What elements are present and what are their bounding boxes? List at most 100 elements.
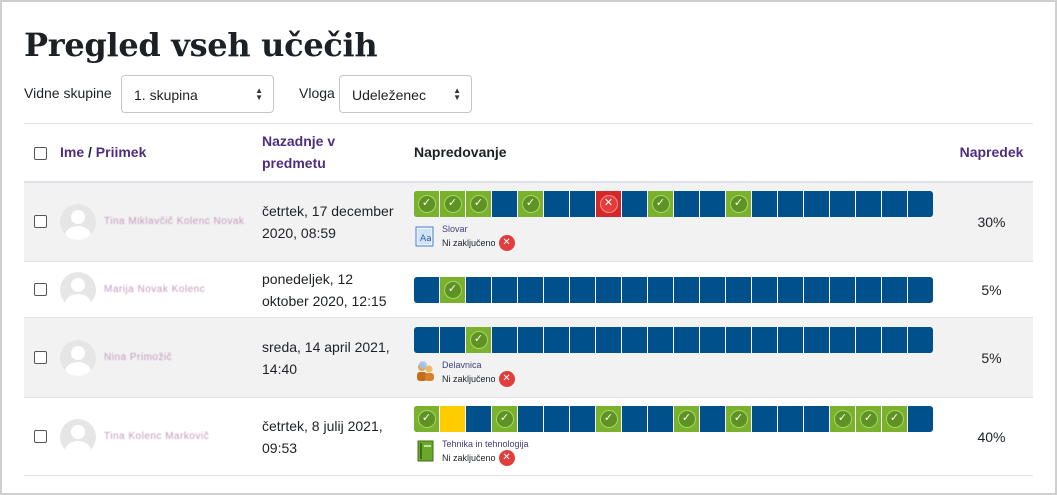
- activity-cell-not-completed[interactable]: [804, 326, 830, 353]
- activity-cell-not-completed[interactable]: [414, 326, 440, 353]
- activity-cell-completed[interactable]: ✓: [596, 405, 622, 432]
- activity-cell-not-completed[interactable]: [908, 327, 933, 353]
- activity-cell-completed[interactable]: ✓: [414, 190, 440, 217]
- activity-cell-not-completed[interactable]: [466, 405, 492, 432]
- activity-cell-completed[interactable]: ✓: [492, 405, 518, 432]
- activity-cell-not-completed[interactable]: [830, 276, 856, 303]
- activity-cell-completed[interactable]: ✓: [648, 190, 674, 217]
- activity-cell-not-completed[interactable]: [440, 326, 466, 353]
- activity-cell-not-completed[interactable]: [492, 326, 518, 353]
- activity-cell-not-completed[interactable]: [778, 276, 804, 303]
- activity-cell-not-completed[interactable]: [414, 276, 440, 303]
- book-icon: [414, 440, 436, 462]
- groups-select[interactable]: 1. skupina ▲ ▼: [121, 75, 274, 113]
- activity-cell-completed[interactable]: ✓: [726, 190, 752, 217]
- activity-cell-not-completed[interactable]: [622, 276, 648, 303]
- activity-cell-completed[interactable]: ✓: [726, 405, 752, 432]
- activity-cell-not-completed[interactable]: [648, 405, 674, 432]
- sort-first-name-link[interactable]: Ime: [60, 144, 85, 161]
- activity-cell-completed[interactable]: ✓: [466, 190, 492, 217]
- user-name-link[interactable]: Nina Primožič: [104, 352, 173, 363]
- activity-cell-not-completed[interactable]: [908, 277, 933, 303]
- select-arrows-icon: ▲ ▼: [255, 86, 263, 102]
- activity-cell-not-completed[interactable]: [622, 326, 648, 353]
- activity-cell-not-completed[interactable]: [882, 326, 908, 353]
- activity-cell-not-completed[interactable]: [752, 405, 778, 432]
- activity-cell-not-completed[interactable]: [622, 190, 648, 217]
- activity-cell-not-completed[interactable]: [700, 190, 726, 217]
- row-checkbox[interactable]: [34, 429, 47, 443]
- activity-cell-not-completed[interactable]: [752, 326, 778, 353]
- activity-cell-not-completed[interactable]: [570, 276, 596, 303]
- activity-cell-not-completed[interactable]: [804, 190, 830, 217]
- activity-cell-not-completed[interactable]: [544, 405, 570, 432]
- activity-cell-completed[interactable]: ✓: [882, 405, 908, 432]
- activity-cell-not-completed[interactable]: [622, 405, 648, 432]
- activity-cell-not-completed[interactable]: [726, 276, 752, 303]
- activity-cell-not-completed[interactable]: [570, 190, 596, 217]
- activity-cell-not-completed[interactable]: [518, 326, 544, 353]
- activity-cell-not-completed[interactable]: [830, 190, 856, 217]
- activity-cell-not-completed[interactable]: [856, 190, 882, 217]
- row-checkbox[interactable]: [34, 215, 47, 229]
- activity-cell-not-completed[interactable]: [778, 190, 804, 217]
- activity-cell-not-completed[interactable]: [700, 276, 726, 303]
- activity-cell-not-completed[interactable]: [674, 326, 700, 353]
- activity-cell-not-completed[interactable]: [856, 276, 882, 303]
- role-select[interactable]: Udeleženec ▲ ▼: [339, 75, 472, 113]
- activity-cell-not-completed[interactable]: [778, 405, 804, 432]
- activity-cell-not-completed[interactable]: [882, 276, 908, 303]
- activity-cell-completed[interactable]: ✓: [466, 326, 492, 353]
- sort-last-access-link[interactable]: Nazadnje v predmetu: [262, 130, 414, 174]
- activity-cell-not-completed[interactable]: [726, 326, 752, 353]
- activity-cell-not-completed[interactable]: [492, 276, 518, 303]
- activity-cell-not-completed[interactable]: [700, 326, 726, 353]
- activity-cell-not-completed[interactable]: [700, 405, 726, 432]
- user-name-link[interactable]: Marija Novak Kolenc: [104, 284, 206, 295]
- activity-cell-not-completed[interactable]: [804, 405, 830, 432]
- activity-cell-not-completed[interactable]: [518, 405, 544, 432]
- activity-cell-not-completed[interactable]: [570, 326, 596, 353]
- activity-cell-not-completed[interactable]: [596, 276, 622, 303]
- activity-cell-not-completed[interactable]: [466, 276, 492, 303]
- row-checkbox[interactable]: [34, 282, 47, 296]
- activity-cell-not-completed[interactable]: [908, 191, 933, 217]
- activity-cell-completed[interactable]: ✓: [440, 190, 466, 217]
- activity-title[interactable]: Slovar: [442, 223, 468, 234]
- activity-cell-completed[interactable]: ✓: [674, 405, 700, 432]
- activity-cell-not-completed[interactable]: [778, 326, 804, 353]
- activity-cell-not-completed[interactable]: [674, 190, 700, 217]
- activity-cell-not-completed[interactable]: [544, 326, 570, 353]
- activity-cell-not-completed[interactable]: [570, 405, 596, 432]
- activity-cell-submitted[interactable]: [440, 405, 466, 432]
- activity-cell-not-completed[interactable]: [752, 276, 778, 303]
- activity-title[interactable]: Delavnica: [442, 359, 482, 370]
- activity-cell-not-completed[interactable]: [882, 190, 908, 217]
- user-name-link[interactable]: Tina Miklavčič Kolenc Novak: [104, 216, 245, 228]
- activity-cell-not-completed[interactable]: [648, 326, 674, 353]
- activity-cell-not-completed[interactable]: [908, 406, 933, 432]
- activity-cell-not-completed[interactable]: [492, 190, 518, 217]
- sort-last-name-link[interactable]: Priimek: [95, 144, 147, 161]
- activity-cell-completed[interactable]: ✓: [414, 405, 440, 432]
- activity-cell-not-completed[interactable]: [830, 326, 856, 353]
- row-checkbox[interactable]: [34, 350, 47, 364]
- sort-progress-link[interactable]: Napredek: [959, 144, 1024, 161]
- activity-title[interactable]: Tehnika in tehnologija: [442, 438, 529, 449]
- activity-cell-completed[interactable]: ✓: [856, 405, 882, 432]
- activity-cell-not-completed[interactable]: [856, 326, 882, 353]
- activity-cell-not-completed[interactable]: [544, 190, 570, 217]
- activity-cell-not-completed[interactable]: [674, 276, 700, 303]
- activity-cell-not-completed[interactable]: [596, 326, 622, 353]
- activity-cell-not-completed[interactable]: [804, 276, 830, 303]
- activity-cell-not-completed[interactable]: [648, 276, 674, 303]
- select-all-checkbox[interactable]: [34, 147, 47, 161]
- activity-cell-failed[interactable]: ✕: [596, 190, 622, 217]
- user-name-link[interactable]: Tina Kolenc Markovič: [104, 431, 210, 442]
- activity-cell-completed[interactable]: ✓: [518, 190, 544, 217]
- activity-cell-completed[interactable]: ✓: [830, 405, 856, 432]
- activity-cell-completed[interactable]: ✓: [440, 276, 466, 303]
- activity-cell-not-completed[interactable]: [752, 190, 778, 217]
- activity-cell-not-completed[interactable]: [544, 276, 570, 303]
- activity-cell-not-completed[interactable]: [518, 276, 544, 303]
